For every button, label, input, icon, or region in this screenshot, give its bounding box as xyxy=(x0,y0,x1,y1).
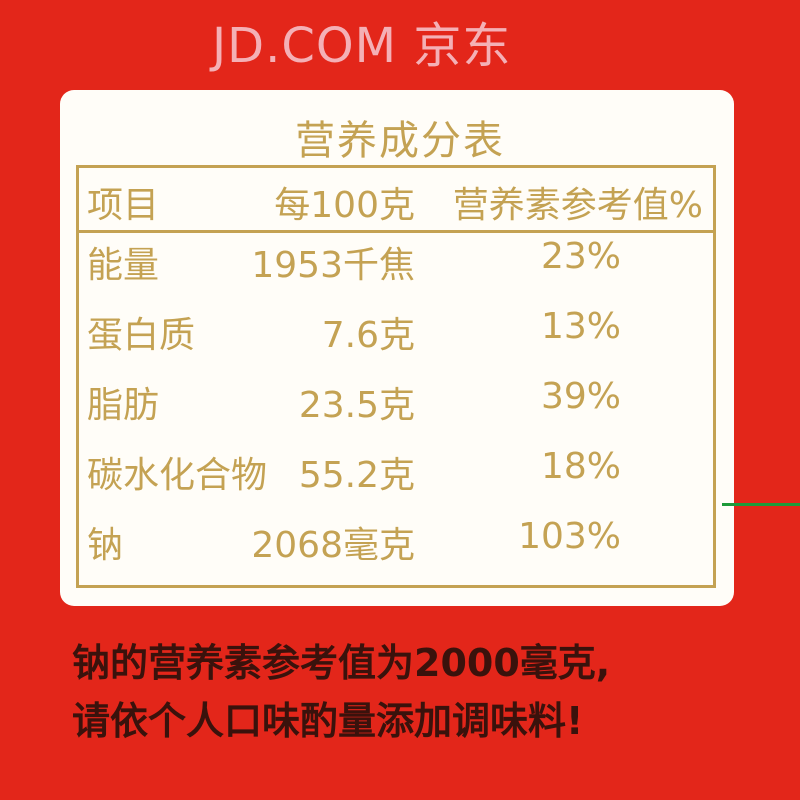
table-title: 营养成分表 xyxy=(295,118,505,164)
row-per100g: 23.5克 xyxy=(298,385,415,426)
row-nrv: 18% xyxy=(540,446,621,487)
sodium-note: 钠的营养素参考值为2000毫克, xyxy=(72,641,611,685)
seasoning-note: 请依个人口味酌量添加调味料! xyxy=(72,699,584,743)
watermark: JD.COM 京东 xyxy=(212,18,512,74)
row-nrv: 13% xyxy=(540,306,621,347)
table-row: 能量 1953千焦 23% xyxy=(79,236,713,306)
row-per100g: 2068毫克 xyxy=(251,525,415,566)
row-item: 能量 xyxy=(87,245,160,286)
header-item: 项目 xyxy=(87,185,160,226)
nutrition-card xyxy=(60,90,734,606)
row-per100g: 1953千焦 xyxy=(251,245,415,286)
row-nrv: 103% xyxy=(518,516,621,557)
table-row: 碳水化合物 55.2克 18% xyxy=(79,446,713,516)
table-row: 钠 2068毫克 103% xyxy=(79,516,713,586)
nutrition-table: 项目 每100克 营养素参考值% 能量 1953千焦 23% 蛋白质 7.6克 … xyxy=(76,165,716,588)
row-per100g: 7.6克 xyxy=(321,315,415,356)
row-item: 钠 xyxy=(87,525,124,566)
green-line xyxy=(722,503,800,506)
table-row: 脂肪 23.5克 39% xyxy=(79,376,713,446)
table-header: 项目 每100克 营养素参考值% xyxy=(79,168,713,233)
row-item: 脂肪 xyxy=(87,385,160,426)
header-nrv: 营养素参考值% xyxy=(452,185,703,226)
row-nrv: 39% xyxy=(540,376,621,417)
row-item: 碳水化合物 xyxy=(87,455,268,496)
row-nrv: 23% xyxy=(540,236,621,277)
row-item: 蛋白质 xyxy=(87,315,196,356)
header-per100g: 每100克 xyxy=(274,185,415,226)
table-row: 蛋白质 7.6克 13% xyxy=(79,306,713,376)
row-per100g: 55.2克 xyxy=(298,455,415,496)
